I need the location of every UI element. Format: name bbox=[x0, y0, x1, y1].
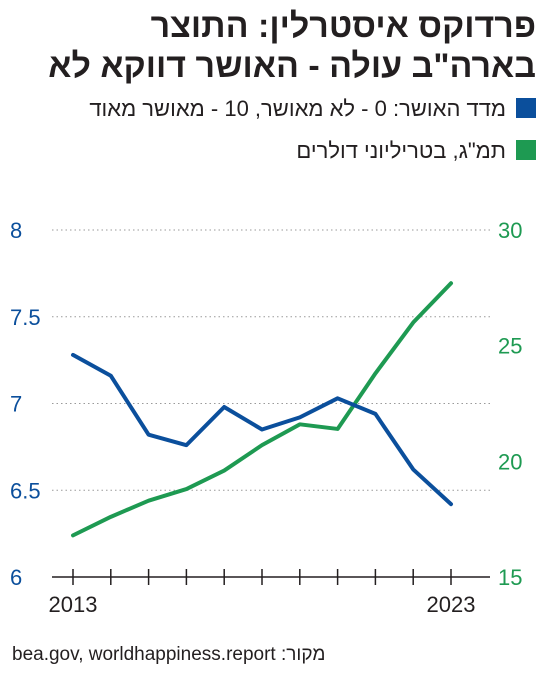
right-axis-tick-label: 30 bbox=[498, 218, 522, 243]
legend-swatch-gdp bbox=[516, 140, 536, 160]
left-axis-tick-label: 7.5 bbox=[10, 305, 41, 330]
x-tick-label: 2023 bbox=[427, 592, 476, 617]
left-axis-tick-label: 6.5 bbox=[10, 478, 41, 503]
legend-swatch-happiness bbox=[516, 98, 536, 118]
source-note: bea.gov, worldhappiness.report :מקור bbox=[12, 644, 326, 665]
right-axis-tick-label: 25 bbox=[498, 334, 522, 359]
right-axis-tick-label: 15 bbox=[498, 565, 522, 590]
left-axis-tick-label: 8 bbox=[10, 218, 22, 243]
chart-title-line-2: בארה"ב עולה - האושר דווקא לא bbox=[48, 47, 536, 85]
chart-title: פרדוקס איסטרלין: התוצר בארה"ב עולה - האו… bbox=[12, 6, 536, 86]
right-axis-tick-label: 20 bbox=[498, 449, 522, 474]
left-axis-tick-label: 7 bbox=[10, 392, 22, 417]
x-tick-label: 2013 bbox=[49, 592, 98, 617]
left-axis-tick-label: 6 bbox=[10, 565, 22, 590]
legend-label-gdp: תמ"ג, בטריליוני דולרים bbox=[296, 138, 506, 163]
legend-item-happiness: מדד האושר: 0 - לא מאושר, 10 - מאושר מאוד bbox=[12, 96, 536, 122]
series-line-happiness bbox=[71, 352, 453, 507]
chart-title-line-1: פרדוקס איסטרלין: התוצר bbox=[150, 7, 536, 45]
legend-item-gdp: תמ"ג, בטריליוני דולרים bbox=[12, 138, 536, 164]
series-line-gdp bbox=[71, 281, 453, 538]
legend-label-happiness: מדד האושר: 0 - לא מאושר, 10 - מאושר מאוד bbox=[89, 96, 506, 121]
